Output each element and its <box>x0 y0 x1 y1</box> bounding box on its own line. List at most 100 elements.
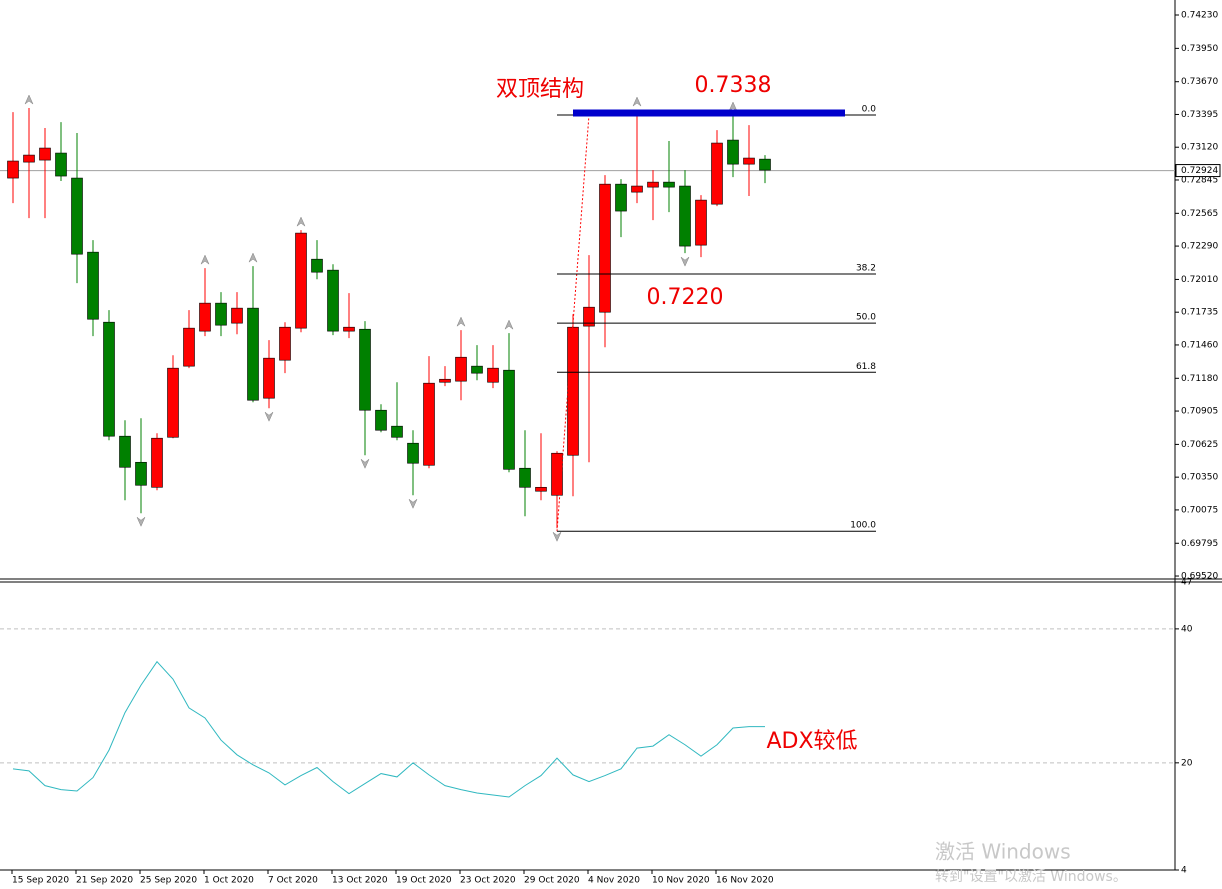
last-price-box <box>1175 164 1221 178</box>
x-tick-label: 15 Sep 2020 <box>12 876 69 886</box>
y-tick-label: 0.70350 <box>1181 473 1218 483</box>
candle-body <box>631 185 643 193</box>
y-tick-label: 0.71180 <box>1181 374 1218 384</box>
y-tick-label: 0.73670 <box>1181 77 1218 87</box>
fractal-arrow <box>200 254 210 265</box>
fractal-arrow <box>504 319 514 330</box>
candle-body <box>279 326 291 361</box>
x-tick-label: 16 Nov 2020 <box>716 876 774 886</box>
y-tick-label: 0.70075 <box>1181 505 1218 515</box>
fractal-arrow <box>728 101 738 112</box>
y-tick-label: 0.71460 <box>1181 340 1218 350</box>
y-tick-label: 20 <box>1181 758 1193 768</box>
annotation: 0.7220 <box>647 285 724 310</box>
candle-body <box>263 357 275 399</box>
fractal-arrow <box>632 96 642 107</box>
candle-body <box>375 409 387 431</box>
candle-body <box>663 181 675 188</box>
fib-level-label: 0.0 <box>862 105 877 115</box>
y-tick-label: 0.73950 <box>1181 44 1218 54</box>
candle-body <box>343 326 355 332</box>
x-tick-label: 7 Oct 2020 <box>268 876 318 886</box>
fib-level-label: 100.0 <box>850 521 876 531</box>
candle-body <box>311 258 323 273</box>
candle-body <box>103 321 115 437</box>
fractal-arrow <box>296 216 306 227</box>
y-tick-label: 0.69795 <box>1181 539 1218 549</box>
fractal-arrow <box>552 531 562 542</box>
candle-body <box>455 356 467 382</box>
y-tick-label: 0.72290 <box>1181 242 1218 252</box>
candle-body <box>759 158 771 171</box>
candle-body <box>247 307 259 401</box>
annotation: ADX较低 <box>766 729 857 754</box>
fib-level-label: 61.8 <box>856 362 876 372</box>
candle-body <box>711 142 723 205</box>
y-tick-label: 0.72010 <box>1181 275 1218 285</box>
candle-body <box>199 302 211 332</box>
candle-body <box>679 185 691 247</box>
x-tick-label: 4 Nov 2020 <box>588 876 640 886</box>
candle-body <box>119 435 131 468</box>
y-tick-label: 0.73395 <box>1181 110 1218 120</box>
adx-line <box>12 660 765 798</box>
candle-body <box>743 157 755 165</box>
candle-body <box>583 306 595 327</box>
candle-body <box>327 269 339 332</box>
y-tick-label: 0.74230 <box>1181 11 1218 21</box>
candle-body <box>519 467 531 488</box>
y-tick-label: 47 <box>1181 578 1192 588</box>
candle-body <box>135 461 147 486</box>
annotation: 双顶结构 <box>496 77 584 102</box>
candle-body <box>55 152 67 177</box>
candle-body <box>295 232 307 329</box>
x-tick-label: 21 Sep 2020 <box>76 876 133 886</box>
candle-body <box>567 326 579 456</box>
candle-body <box>183 327 195 367</box>
y-tick-label: 0.70625 <box>1181 440 1218 450</box>
y-tick-label: 0.70905 <box>1181 407 1218 417</box>
annotation: 0.7338 <box>695 73 772 98</box>
fractal-arrow <box>408 498 418 509</box>
candle-body <box>727 139 739 165</box>
candle-body <box>167 367 179 438</box>
watermark-subtitle: 转到"设置"以激活 Windows。 <box>935 868 1127 885</box>
x-tick-label: 25 Sep 2020 <box>140 876 197 886</box>
last-price-label: 0.72924 <box>1181 166 1218 176</box>
candle-body <box>231 307 243 324</box>
watermark-title: 激活 Windows <box>935 840 1071 864</box>
x-tick-label: 19 Oct 2020 <box>396 876 452 886</box>
candle-body <box>151 437 163 488</box>
candle-body <box>359 328 371 411</box>
y-tick-label: 0.72565 <box>1181 209 1218 219</box>
fractal-arrow <box>264 411 274 422</box>
y-tick-label: 0.72845 <box>1181 175 1218 185</box>
candle-body <box>535 486 547 492</box>
candle-body <box>87 251 99 320</box>
fractal-arrow <box>456 316 466 327</box>
candle-body <box>7 160 19 179</box>
candle-body <box>551 452 563 496</box>
candle-body <box>39 147 51 161</box>
candle-body <box>407 442 419 464</box>
candle-body <box>471 365 483 374</box>
y-tick-label: 40 <box>1181 624 1193 634</box>
candle-body <box>695 199 707 246</box>
candle-body <box>23 154 35 163</box>
candle-body <box>599 183 611 313</box>
x-tick-label: 10 Nov 2020 <box>652 876 710 886</box>
fractal-arrow <box>360 458 370 469</box>
fractal-arrow <box>248 252 258 263</box>
y-tick-label: 0.69520 <box>1181 572 1218 582</box>
fib-level-label: 38.2 <box>856 264 876 274</box>
y-tick-label: 0.73120 <box>1181 143 1218 153</box>
candle-body <box>615 183 627 212</box>
candle-body <box>215 302 227 326</box>
candle-body <box>647 181 659 188</box>
y-tick-label: 4 <box>1181 866 1187 876</box>
x-tick-label: 23 Oct 2020 <box>460 876 516 886</box>
candle-body <box>503 369 515 470</box>
fractal-arrow <box>680 256 690 267</box>
